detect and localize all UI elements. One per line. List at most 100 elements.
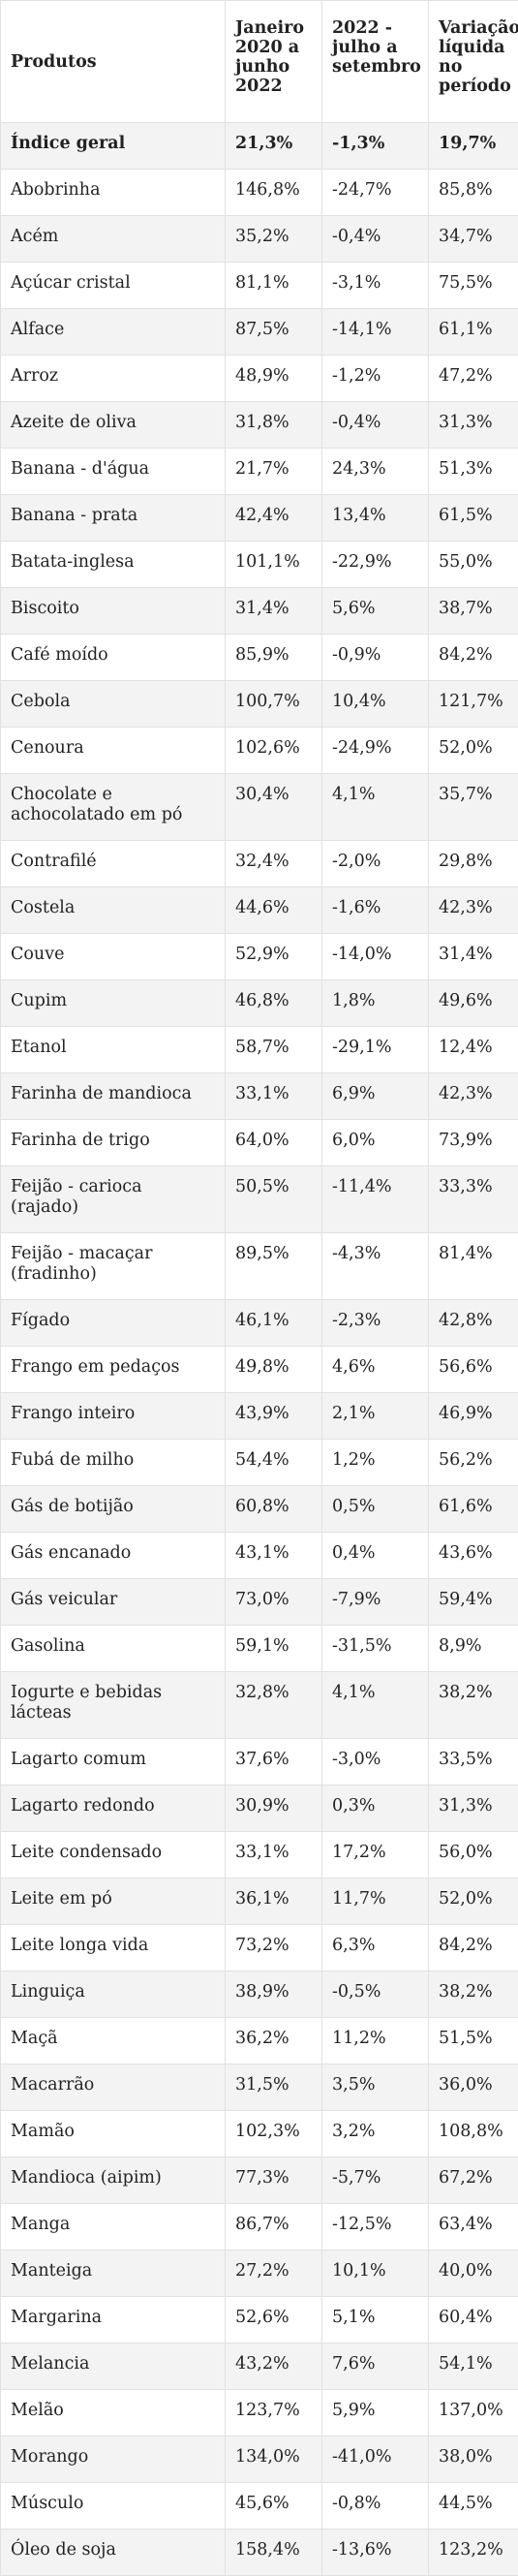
net-variation-cell: 61,1% xyxy=(429,309,518,356)
net-variation-cell: 55,0% xyxy=(429,542,518,588)
product-cell: Leite longa vida xyxy=(1,1925,226,1971)
jan2020-jun2022-cell: 100,7% xyxy=(226,681,322,728)
net-variation-cell: 33,5% xyxy=(429,1739,518,1785)
jan2020-jun2022-cell: 73,2% xyxy=(226,1925,322,1971)
net-variation-cell: 40,0% xyxy=(429,2250,518,2297)
jul-sep-2022-cell: 6,0% xyxy=(322,1120,429,1166)
product-cell: Lagarto comum xyxy=(1,1739,226,1785)
net-variation-cell: 121,7% xyxy=(429,681,518,728)
jul-sep-2022-cell: -2,0% xyxy=(322,841,429,887)
jul-sep-2022-cell: 13,4% xyxy=(322,495,429,542)
jan2020-jun2022-cell: 31,8% xyxy=(226,402,322,449)
product-cell: Alface xyxy=(1,309,226,356)
product-cell: Feijão - carioca (rajado) xyxy=(1,1166,226,1233)
product-cell: Etanol xyxy=(1,1027,226,1073)
product-cell: Farinha de trigo xyxy=(1,1120,226,1166)
jul-sep-2022-cell: -41,0% xyxy=(322,2436,429,2483)
net-variation-cell: 46,9% xyxy=(429,1393,518,1440)
product-cell: Cenoura xyxy=(1,728,226,774)
net-variation-cell: 108,8% xyxy=(429,2111,518,2157)
jul-sep-2022-cell: -24,7% xyxy=(322,170,429,216)
jul-sep-2022-cell: -24,9% xyxy=(322,728,429,774)
jan2020-jun2022-cell: 89,5% xyxy=(226,1233,322,1300)
net-variation-cell: 51,5% xyxy=(429,2018,518,2064)
jul-sep-2022-cell: 17,2% xyxy=(322,1832,429,1878)
net-variation-cell: 51,3% xyxy=(429,449,518,495)
product-cell: Frango inteiro xyxy=(1,1393,226,1440)
product-cell: Macarrão xyxy=(1,2064,226,2111)
header-products: Produtos xyxy=(1,1,226,123)
jul-sep-2022-cell: -31,5% xyxy=(322,1626,429,1672)
net-variation-cell: 35,7% xyxy=(429,774,518,841)
jul-sep-2022-cell: -13,6% xyxy=(322,2529,429,2576)
jan2020-jun2022-cell: 35,2% xyxy=(226,216,322,263)
product-cell: Arroz xyxy=(1,356,226,402)
net-variation-cell: 81,4% xyxy=(429,1233,518,1300)
jul-sep-2022-cell: 0,5% xyxy=(322,1486,429,1533)
jan2020-jun2022-cell: 134,0% xyxy=(226,2436,322,2483)
jul-sep-2022-cell: 5,6% xyxy=(322,588,429,635)
net-variation-cell: 43,6% xyxy=(429,1533,518,1579)
jan2020-jun2022-cell: 31,5% xyxy=(226,2064,322,2111)
product-cell: Melancia xyxy=(1,2343,226,2390)
jul-sep-2022-cell: -3,1% xyxy=(322,263,429,309)
jul-sep-2022-cell: -0,9% xyxy=(322,635,429,681)
product-cell: Contrafilé xyxy=(1,841,226,887)
net-variation-cell: 84,2% xyxy=(429,1925,518,1971)
jan2020-jun2022-cell: 52,9% xyxy=(226,934,322,980)
jul-sep-2022-cell: -7,9% xyxy=(322,1579,429,1626)
jan2020-jun2022-cell: 45,6% xyxy=(226,2483,322,2529)
header-net-variation: Variação líquida no período xyxy=(429,1,518,123)
jul-sep-2022-cell: -0,5% xyxy=(322,1971,429,2018)
jan2020-jun2022-cell: 101,1% xyxy=(226,542,322,588)
product-cell: Fígado xyxy=(1,1300,226,1347)
product-cell: Morango xyxy=(1,2436,226,2483)
jan2020-jun2022-cell: 36,1% xyxy=(226,1878,322,1925)
jul-sep-2022-cell: 1,2% xyxy=(322,1440,429,1486)
net-variation-cell: 44,5% xyxy=(429,2483,518,2529)
jan2020-jun2022-cell: 49,8% xyxy=(226,1347,322,1393)
product-cell: Banana - prata xyxy=(1,495,226,542)
net-variation-cell: 12,4% xyxy=(429,1027,518,1073)
net-variation-cell: 84,2% xyxy=(429,635,518,681)
jul-sep-2022-cell: 11,7% xyxy=(322,1878,429,1925)
product-cell: Leite em pó xyxy=(1,1878,226,1925)
jul-sep-2022-cell: -14,1% xyxy=(322,309,429,356)
jan2020-jun2022-cell: 27,2% xyxy=(226,2250,322,2297)
net-variation-cell: 60,4% xyxy=(429,2297,518,2343)
product-cell: Músculo xyxy=(1,2483,226,2529)
jan2020-jun2022-cell: 123,7% xyxy=(226,2390,322,2436)
jul-sep-2022-cell: 4,1% xyxy=(322,774,429,841)
jan2020-jun2022-cell: 85,9% xyxy=(226,635,322,681)
net-variation-cell: 33,3% xyxy=(429,1166,518,1233)
product-cell: Abobrinha xyxy=(1,170,226,216)
jan2020-jun2022-cell: 21,7% xyxy=(226,449,322,495)
net-variation-cell: 85,8% xyxy=(429,170,518,216)
net-variation-cell: 42,3% xyxy=(429,1073,518,1120)
product-cell: Mandioca (aipim) xyxy=(1,2157,226,2204)
product-cell: Fubá de milho xyxy=(1,1440,226,1486)
net-variation-cell: 38,0% xyxy=(429,2436,518,2483)
jul-sep-2022-cell: 5,1% xyxy=(322,2297,429,2343)
jul-sep-2022-cell: -5,7% xyxy=(322,2157,429,2204)
product-cell: Maçã xyxy=(1,2018,226,2064)
jul-sep-2022-cell: -1,3% xyxy=(322,123,429,170)
jan2020-jun2022-cell: 33,1% xyxy=(226,1832,322,1878)
